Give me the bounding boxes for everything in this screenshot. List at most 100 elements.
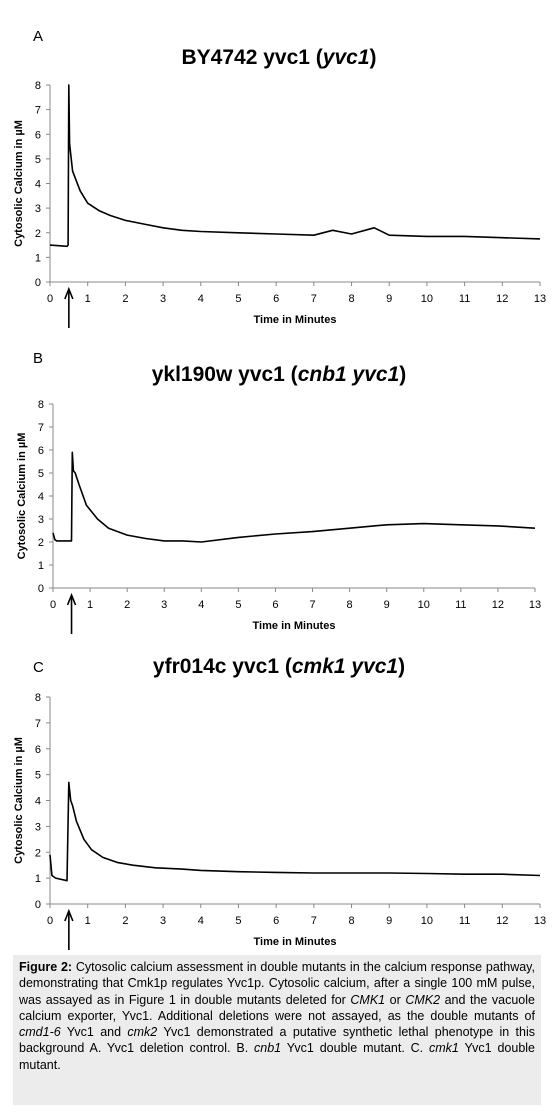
caption-gene: cmk1 (429, 1041, 459, 1056)
x-tick-label: 6 (273, 915, 279, 927)
x-tick-label: 0 (47, 293, 53, 305)
x-tick-label: 13 (534, 293, 546, 305)
x-tick-label: 4 (198, 915, 204, 927)
x-tick-label: 1 (85, 293, 91, 305)
x-tick-label: 6 (273, 293, 279, 305)
y-tick-label: 7 (35, 718, 41, 730)
y-tick-label: 0 (38, 583, 44, 595)
chart-title-main: BY4742 yvc1 ( (181, 46, 323, 69)
x-tick-label: 11 (455, 599, 466, 611)
x-tick-label: 4 (198, 599, 204, 611)
y-tick-label: 7 (38, 422, 44, 434)
x-tick-label: 11 (459, 293, 470, 305)
y-tick-label: 6 (35, 129, 41, 141)
x-tick-label: 7 (311, 293, 317, 305)
y-tick-label: 3 (35, 203, 41, 215)
y-tick-label: 7 (35, 105, 41, 117)
caption-text: or (385, 992, 406, 1007)
x-tick-label: 9 (386, 293, 392, 305)
x-tick-label: 10 (421, 915, 433, 927)
y-tick-label: 2 (35, 847, 41, 859)
y-tick-label: 6 (35, 744, 41, 756)
x-tick-label: 2 (122, 293, 128, 305)
y-tick-label: 3 (38, 514, 44, 526)
y-axis-title: Cytosolic Calcium in µM (13, 120, 25, 247)
x-tick-label: 5 (235, 293, 241, 305)
y-axis-title: Cytosolic Calcium in µM (13, 737, 25, 864)
chart-title-suffix: ) (399, 363, 407, 386)
y-tick-label: 0 (35, 899, 41, 911)
x-tick-label: 13 (529, 599, 541, 611)
caption-gene: CMK1 (350, 992, 386, 1007)
y-tick-label: 3 (35, 821, 41, 833)
y-tick-label: 4 (38, 491, 44, 503)
panel-letter: C (33, 659, 44, 676)
caption-text: and the vacuole calcium exporter, Yvc1. … (19, 992, 535, 1023)
chart-title-italic: cnb1 yvc1 (297, 363, 400, 386)
chart-title-main: yfr014c yvc1 ( (152, 655, 292, 678)
panel-letter: B (33, 350, 44, 367)
y-tick-label: 8 (35, 692, 41, 704)
chart-title-italic: cmk1 yvc1 (291, 655, 399, 678)
y-tick-label: 1 (35, 252, 41, 264)
y-tick-label: 1 (38, 560, 44, 572)
y-tick-label: 4 (35, 179, 41, 191)
x-tick-label: 0 (50, 599, 56, 611)
x-tick-label: 8 (348, 915, 354, 927)
y-tick-label: 8 (38, 399, 44, 411)
caption-text: Yvc1 demonstrated a putative synthetic l… (19, 1025, 535, 1056)
x-tick-label: 5 (235, 915, 241, 927)
caption-text: Yvc1 double mutant. (19, 1041, 536, 1072)
y-tick-label: 0 (35, 277, 41, 289)
y-tick-label: 2 (35, 228, 41, 240)
series-line (49, 781, 541, 882)
x-axis-title: Time in Minutes (254, 936, 337, 948)
y-tick-label: 8 (35, 80, 41, 92)
chart-title-suffix: ) (398, 655, 406, 678)
chart-title-main: ykl190w yvc1 ( (151, 363, 298, 386)
chart-title: yfr014c yvc1 (cmk1 yvc1) (0, 655, 558, 679)
x-tick-label: 2 (122, 915, 128, 927)
x-tick-label: 13 (534, 915, 546, 927)
x-tick-label: 12 (496, 293, 508, 305)
x-tick-label: 5 (235, 599, 241, 611)
x-tick-label: 0 (47, 915, 53, 927)
figure-caption: Figure 2: Cytosolic calcium assessment i… (13, 955, 541, 1105)
panel-letter: A (33, 28, 44, 45)
x-tick-label: 10 (421, 293, 433, 305)
y-axis-title: Cytosolic Calcium in µM (16, 433, 28, 560)
caption-label: Figure 2: (19, 960, 73, 974)
caption-gene: CMK2 (405, 992, 441, 1007)
x-tick-label: 8 (348, 293, 354, 305)
caption-gene: cnb1 (254, 1041, 282, 1056)
x-tick-label: 1 (85, 915, 91, 927)
chart-title-italic: yvc1 (322, 46, 370, 69)
caption-gene: cmk2 (127, 1025, 158, 1040)
caption-text: Yvc1 and (60, 1025, 128, 1040)
x-tick-label: 12 (496, 915, 508, 927)
x-tick-label: 7 (311, 915, 317, 927)
chart-title: BY4742 yvc1 (yvc1) (0, 46, 558, 70)
x-tick-label: 6 (272, 599, 278, 611)
chart-title: ykl190w yvc1 (cnb1 yvc1) (0, 363, 558, 387)
pulse-arrow-head (66, 592, 77, 606)
x-axis-title: Time in Minutes (254, 314, 337, 326)
caption-text: Yvc1 double mutant. C. (281, 1041, 430, 1056)
y-tick-label: 2 (38, 537, 44, 549)
chart-title-suffix: ) (369, 46, 377, 69)
pulse-arrow-head (64, 286, 74, 300)
x-tick-label: 11 (459, 915, 470, 927)
y-tick-label: 6 (38, 445, 44, 457)
y-tick-label: 1 (35, 873, 41, 885)
x-tick-label: 7 (309, 599, 315, 611)
x-tick-label: 8 (347, 599, 353, 611)
pulse-arrow-head (64, 908, 74, 922)
series-line (49, 84, 541, 248)
y-tick-label: 5 (35, 154, 41, 166)
